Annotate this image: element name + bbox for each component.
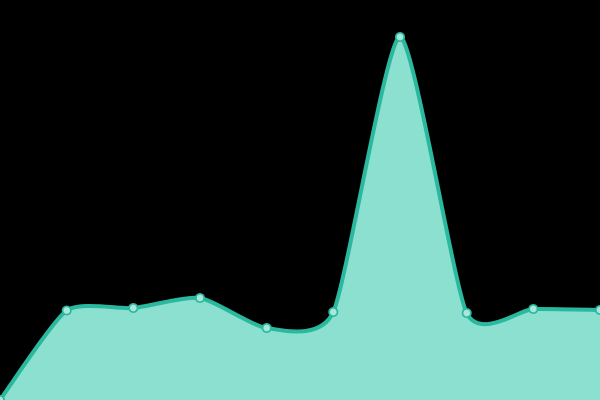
data-point-dot[interactable] <box>594 304 600 316</box>
area-line <box>0 35 600 400</box>
data-point-dot[interactable] <box>528 303 539 315</box>
area-fill <box>0 37 600 400</box>
data-point-dot[interactable] <box>61 305 72 316</box>
data-point-dot[interactable] <box>261 322 272 334</box>
data-point-dot[interactable] <box>394 31 406 43</box>
data-point-dot[interactable] <box>128 302 139 314</box>
data-point-dot[interactable] <box>194 292 206 304</box>
data-point-dot[interactable] <box>461 307 472 319</box>
data-point-dot[interactable] <box>0 394 6 400</box>
data-point-dot[interactable] <box>328 306 339 318</box>
